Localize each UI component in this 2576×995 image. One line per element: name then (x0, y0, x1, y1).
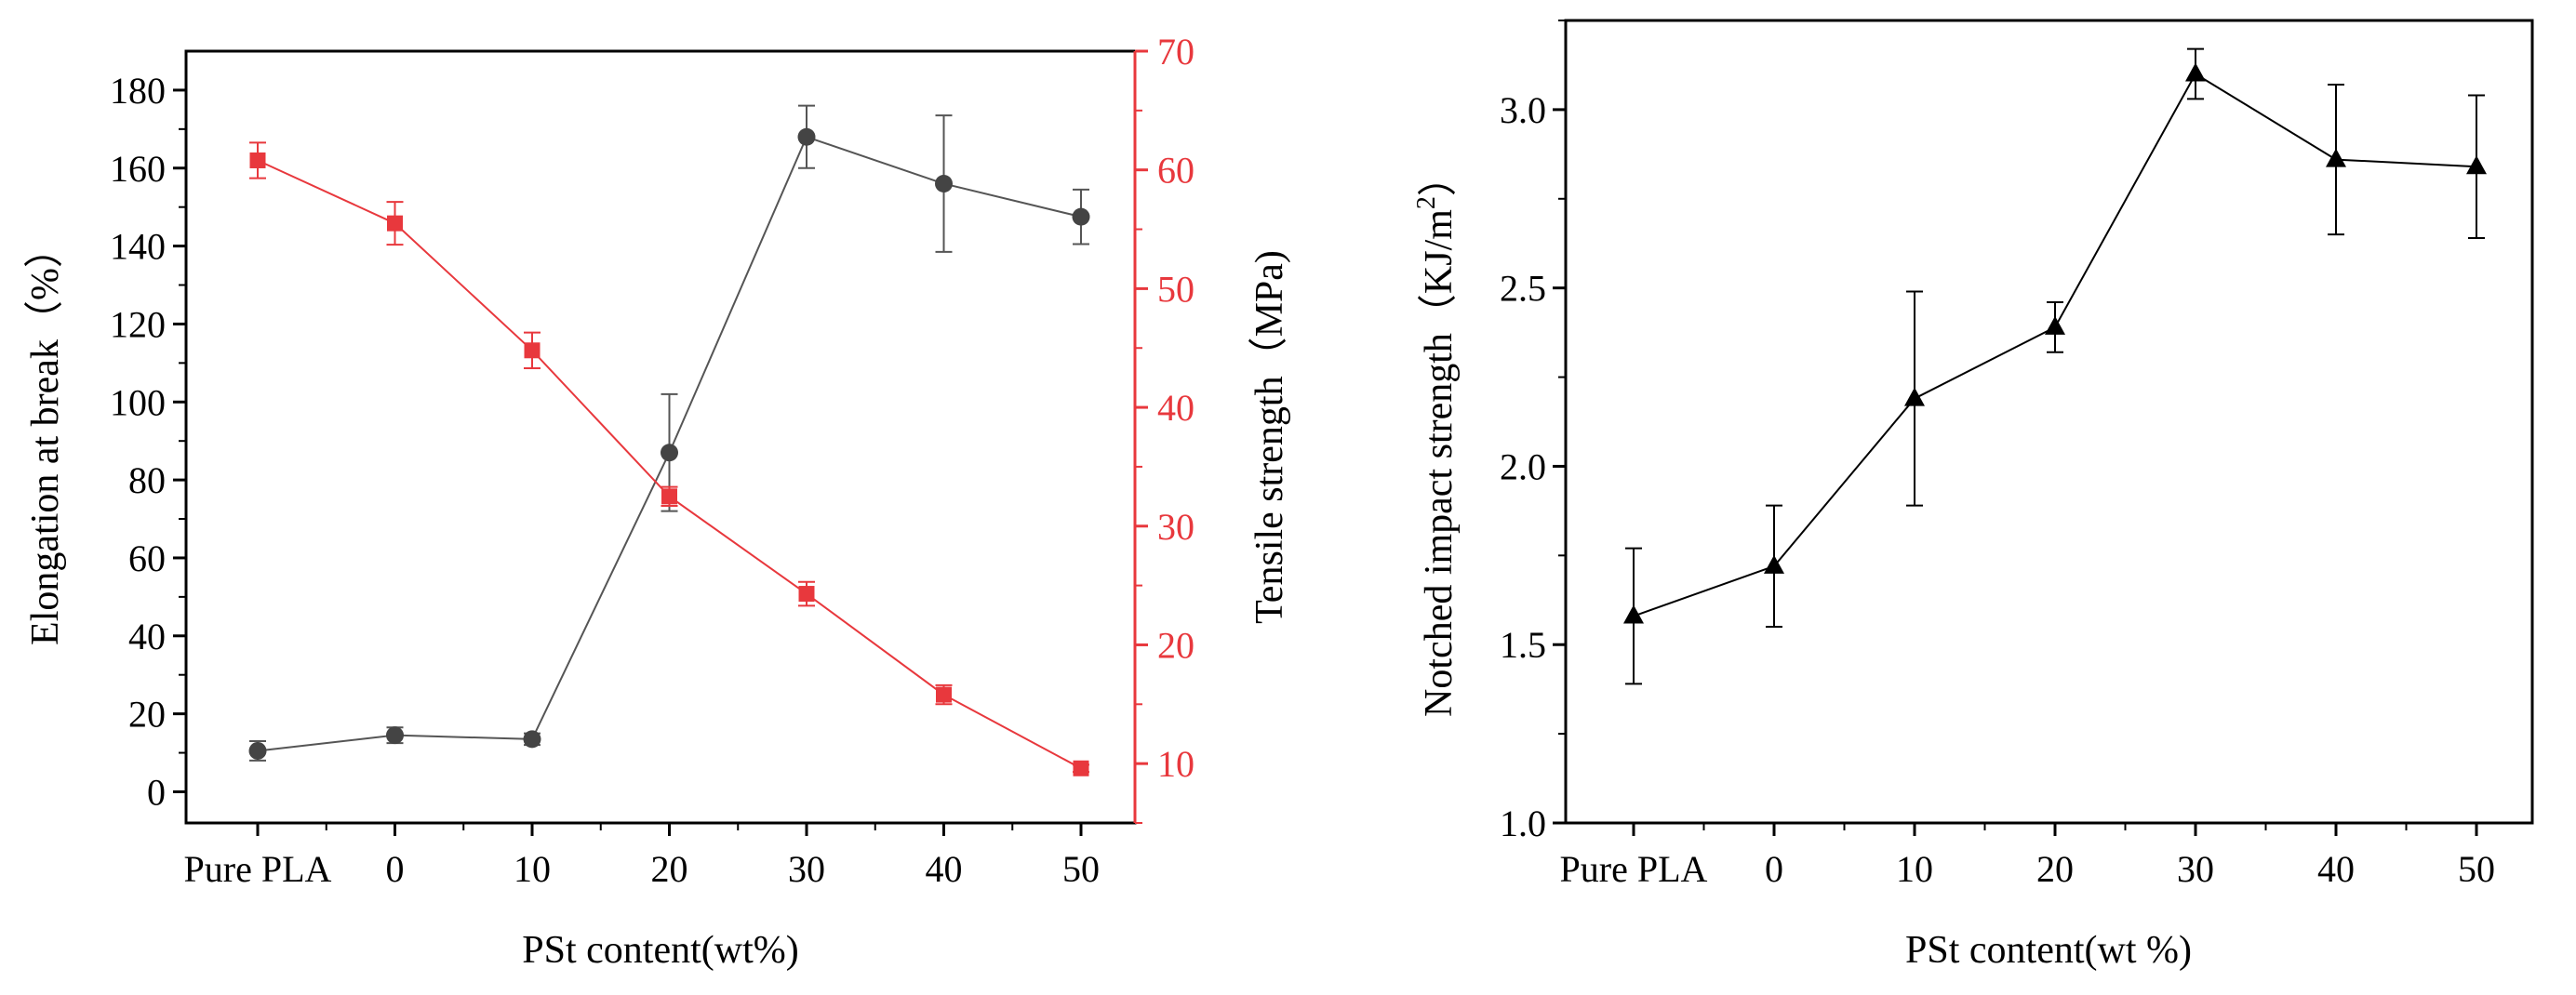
right-chart-ticks (1553, 20, 2478, 836)
left-xtick-label: Pure PLA (184, 848, 332, 890)
impact-point (2466, 155, 2487, 175)
impact-xtick-label: 10 (1896, 848, 1933, 890)
elongation-at-break-point (661, 444, 678, 462)
impact-xtick-label: 50 (2458, 848, 2495, 890)
left-chart-ticks (173, 49, 1148, 836)
impact-point (1623, 604, 1644, 624)
left-ytick-label: 60 (128, 537, 166, 579)
left-xtick-label: 50 (1062, 848, 1100, 890)
tensile-strength-point (936, 686, 952, 703)
left-ytick-label: 80 (128, 459, 166, 501)
right-chart: 1.0 1.5 2.0 2.5 3.0 Pure PLA 0 10 20 30 … (1412, 19, 2534, 972)
impact-point (2045, 315, 2065, 335)
left-chart: 0 20 40 60 80 100 120 140 160 180 10 20 … (24, 31, 1291, 972)
tensile-strength-point (387, 215, 403, 232)
right-y-axis-title: Tensile strength（MPa) (1248, 250, 1291, 624)
left-ytick-label: 120 (110, 303, 166, 345)
impact-point (2185, 62, 2206, 82)
left-ytick-label: 20 (128, 694, 166, 736)
impact-xtick-label: 0 (1765, 848, 1783, 890)
left-chart-points (248, 127, 1090, 776)
impact-ytick-label: 3.0 (1500, 89, 1546, 131)
impact-y-axis-title-main: Notched impact strength（KJ/m (1418, 209, 1461, 717)
impact-point (1764, 554, 1784, 574)
left-xtick-label: 0 (386, 848, 405, 890)
tensile-strength-point (1073, 760, 1089, 776)
left-x-axis-title: PSt content(wt%) (522, 929, 798, 972)
elongation-at-break-point (797, 127, 816, 146)
right-plot-frame (1564, 19, 2534, 825)
left-chart-errorbars (249, 104, 1089, 774)
left-ytick-label: 100 (110, 381, 166, 423)
impact-y-axis-title: Notched impact strength（KJ/m2） (1412, 157, 1461, 717)
impact-ytick-label: 1.0 (1500, 803, 1546, 844)
right-ytick-label: 70 (1157, 31, 1195, 73)
left-xtick-label: 40 (926, 848, 963, 890)
elongation-at-break-point (935, 175, 953, 193)
impact-xtick-label: Pure PLA (1560, 848, 1708, 890)
tensile-strength-point (661, 488, 677, 505)
tensile-strength-point (249, 152, 266, 168)
left-ytick-label: 0 (147, 771, 166, 813)
elongation-at-break-point (248, 741, 267, 760)
impact-point (2326, 148, 2346, 167)
elongation-at-break-point (523, 730, 541, 749)
impact-ytick-label: 1.5 (1500, 624, 1546, 666)
impact-y-axis-title-tail: ） (1418, 157, 1461, 196)
impact-point (1904, 387, 1925, 406)
left-ytick-label: 140 (110, 226, 166, 268)
left-ytick-label: 160 (110, 148, 166, 190)
right-chart-points (1623, 62, 2487, 624)
tensile-strength-point (524, 342, 541, 359)
left-ytick-label: 40 (128, 616, 166, 657)
elongation-at-break-point (386, 726, 404, 745)
impact-ytick-label: 2.5 (1500, 268, 1546, 310)
left-plot-frame (184, 49, 1137, 825)
right-ytick-label: 50 (1157, 268, 1195, 310)
left-xtick-label: 30 (788, 848, 825, 890)
impact-x-axis-title: PSt content(wt %) (1905, 929, 2192, 972)
tensile-strength-point (798, 586, 815, 603)
left-xtick-label: 20 (651, 848, 688, 890)
elongation-at-break-point (1072, 207, 1090, 226)
right-ytick-label: 30 (1157, 506, 1195, 548)
impact-xtick-label: 30 (2177, 848, 2214, 890)
left-xtick-label: 10 (514, 848, 551, 890)
left-ytick-label: 180 (110, 70, 166, 112)
left-y-axis-title: Elongation at break（%） (24, 229, 67, 645)
right-ytick-label: 60 (1157, 150, 1195, 192)
right-chart-errorbars (1625, 47, 2485, 685)
impact-ytick-label: 2.0 (1500, 445, 1546, 487)
impact-xtick-label: 40 (2317, 848, 2355, 890)
right-ytick-label: 20 (1157, 624, 1195, 666)
right-ytick-label: 40 (1157, 387, 1195, 429)
impact-xtick-label: 20 (2036, 848, 2074, 890)
right-ytick-label: 10 (1157, 743, 1195, 785)
impact-y-axis-title-sup: 2 (1412, 196, 1441, 209)
